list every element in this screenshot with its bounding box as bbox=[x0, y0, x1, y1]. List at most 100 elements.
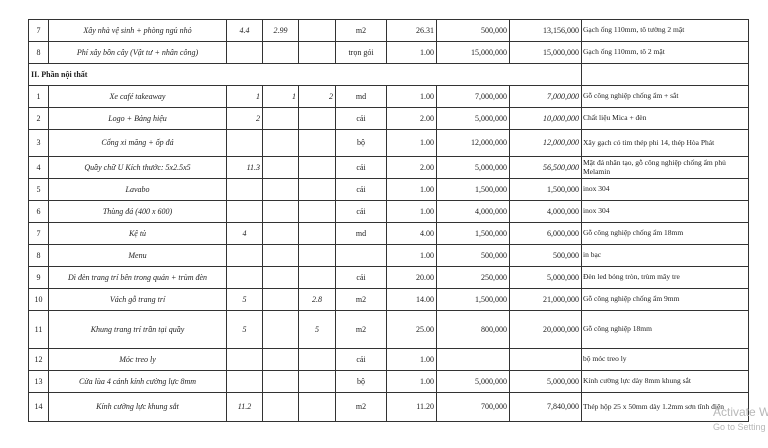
material-note: bộ móc treo ly bbox=[581, 348, 749, 371]
unit: md bbox=[335, 85, 387, 108]
quantity: 1.00 bbox=[386, 348, 437, 371]
unit-price: 250,000 bbox=[436, 266, 510, 289]
row-number: 3 bbox=[28, 129, 49, 157]
dimension-length: 11.3 bbox=[226, 156, 263, 179]
quantity: 1.00 bbox=[386, 85, 437, 108]
dimension-height: 5 bbox=[298, 310, 336, 349]
dimension-width bbox=[262, 266, 299, 289]
dimension-width: 1 bbox=[262, 85, 299, 108]
dimension-height bbox=[298, 129, 336, 157]
unit: cái bbox=[335, 200, 387, 223]
section-row: II. Phần nội thất bbox=[28, 63, 749, 86]
total-price: 6,000,000 bbox=[509, 222, 582, 245]
dimension-length bbox=[226, 41, 263, 64]
unit-price: 4,000,000 bbox=[436, 200, 510, 223]
unit: trọn gói bbox=[335, 41, 387, 64]
dimension-length bbox=[226, 129, 263, 157]
unit-price: 500,000 bbox=[436, 244, 510, 267]
table-row: 10 Vách gỗ trang trí 5 2.8 m2 14.00 1,500,000 2… bbox=[28, 288, 749, 311]
dimension-length bbox=[226, 178, 263, 201]
section-note bbox=[581, 63, 749, 86]
unit-price: 5,000,000 bbox=[436, 107, 510, 130]
unit-price bbox=[436, 348, 510, 371]
quantity: 1.00 bbox=[386, 244, 437, 267]
unit-price: 7,000,000 bbox=[436, 85, 510, 108]
item-name: Menu bbox=[48, 244, 227, 267]
table-row: 11 Khung trang trí trần tại quầy 5 5 m2 25.00… bbox=[28, 310, 749, 349]
item-name: Phí xây bồn cây (Vật tư + nhân công) bbox=[48, 41, 227, 64]
dimension-height bbox=[298, 348, 336, 371]
unit: m2 bbox=[335, 19, 387, 42]
dimension-height bbox=[298, 41, 336, 64]
dimension-height: 2.8 bbox=[298, 288, 336, 311]
unit-price: 700,000 bbox=[436, 392, 510, 422]
row-number: 13 bbox=[28, 370, 49, 393]
table-row: 4 Quầy chữ U Kích thước: 5x2.5x5 11.3 cái 2.… bbox=[28, 156, 749, 179]
row-number: 7 bbox=[28, 19, 49, 42]
material-note: Gỗ công nghiệp chống ẩm 9mm bbox=[581, 288, 749, 311]
row-number: 10 bbox=[28, 288, 49, 311]
quantity: 2.00 bbox=[386, 156, 437, 179]
material-note: in bạc bbox=[581, 244, 749, 267]
dimension-height bbox=[298, 200, 336, 223]
item-name: Móc treo ly bbox=[48, 348, 227, 371]
unit: bộ bbox=[335, 370, 387, 393]
total-price: 10,000,000 bbox=[509, 107, 582, 130]
material-note: Gạch ống 110mm, tô 2 mặt bbox=[581, 41, 749, 64]
dimension-length: 5 bbox=[226, 288, 263, 311]
dimension-width bbox=[262, 156, 299, 179]
unit bbox=[335, 244, 387, 267]
table-row: 13 Cửa lùa 4 cánh kính cường lực 8mm bộ 1.0… bbox=[28, 370, 749, 393]
dimension-width bbox=[262, 41, 299, 64]
total-price: 12,000,000 bbox=[509, 129, 582, 157]
dimension-length bbox=[226, 266, 263, 289]
material-note: Gạch ống 110mm, tô tường 2 mặt bbox=[581, 19, 749, 42]
material-note: inox 304 bbox=[581, 178, 749, 201]
unit: cái bbox=[335, 266, 387, 289]
quantity: 1.00 bbox=[386, 129, 437, 157]
row-number: 8 bbox=[28, 41, 49, 64]
quantity: 26.31 bbox=[386, 19, 437, 42]
material-note: inox 304 bbox=[581, 200, 749, 223]
dimension-height bbox=[298, 266, 336, 289]
item-name: Cổng xi măng + ốp đá bbox=[48, 129, 227, 157]
item-name: Thùng đá (400 x 600) bbox=[48, 200, 227, 223]
item-name: Xe café takeaway bbox=[48, 85, 227, 108]
item-name: Logo + Bảng hiệu bbox=[48, 107, 227, 130]
total-price: 5,000,000 bbox=[509, 370, 582, 393]
dimension-length bbox=[226, 370, 263, 393]
table-row: 3 Cổng xi măng + ốp đá bộ 1.00 12,000,000 12,… bbox=[28, 129, 749, 157]
quotation-table: 7 Xây nhà vệ sinh + phòng ngủ nhỏ 4.4 2.99 m… bbox=[28, 19, 749, 422]
total-price: 13,156,000 bbox=[509, 19, 582, 42]
row-number: 6 bbox=[28, 200, 49, 223]
table-row: 9 Dì đèn trang trí bên trong quán + trùm … bbox=[28, 266, 749, 289]
total-price: 5,000,000 bbox=[509, 266, 582, 289]
unit-price: 800,000 bbox=[436, 310, 510, 349]
dimension-width bbox=[262, 310, 299, 349]
dimension-width bbox=[262, 288, 299, 311]
item-name: Lavabo bbox=[48, 178, 227, 201]
section-title: II. Phần nội thất bbox=[28, 63, 582, 86]
dimension-length: 11.2 bbox=[226, 392, 263, 422]
quantity: 11.20 bbox=[386, 392, 437, 422]
row-number: 7 bbox=[28, 222, 49, 245]
dimension-length: 4 bbox=[226, 222, 263, 245]
dimension-width bbox=[262, 222, 299, 245]
unit: cái bbox=[335, 178, 387, 201]
quantity: 1.00 bbox=[386, 370, 437, 393]
dimension-width bbox=[262, 107, 299, 130]
unit-price: 5,000,000 bbox=[436, 370, 510, 393]
total-price bbox=[509, 348, 582, 371]
dimension-width bbox=[262, 244, 299, 267]
dimension-height bbox=[298, 392, 336, 422]
dimension-length bbox=[226, 348, 263, 371]
dimension-length: 1 bbox=[226, 85, 263, 108]
table-row: 14 Kính cường lực khung sắt 11.2 m2 11.20 700… bbox=[28, 392, 749, 422]
unit-price: 5,000,000 bbox=[436, 156, 510, 179]
dimension-width bbox=[262, 370, 299, 393]
total-price: 15,000,000 bbox=[509, 41, 582, 64]
quantity: 1.00 bbox=[386, 41, 437, 64]
total-price: 1,500,000 bbox=[509, 178, 582, 201]
total-price: 21,000,000 bbox=[509, 288, 582, 311]
item-name: Vách gỗ trang trí bbox=[48, 288, 227, 311]
